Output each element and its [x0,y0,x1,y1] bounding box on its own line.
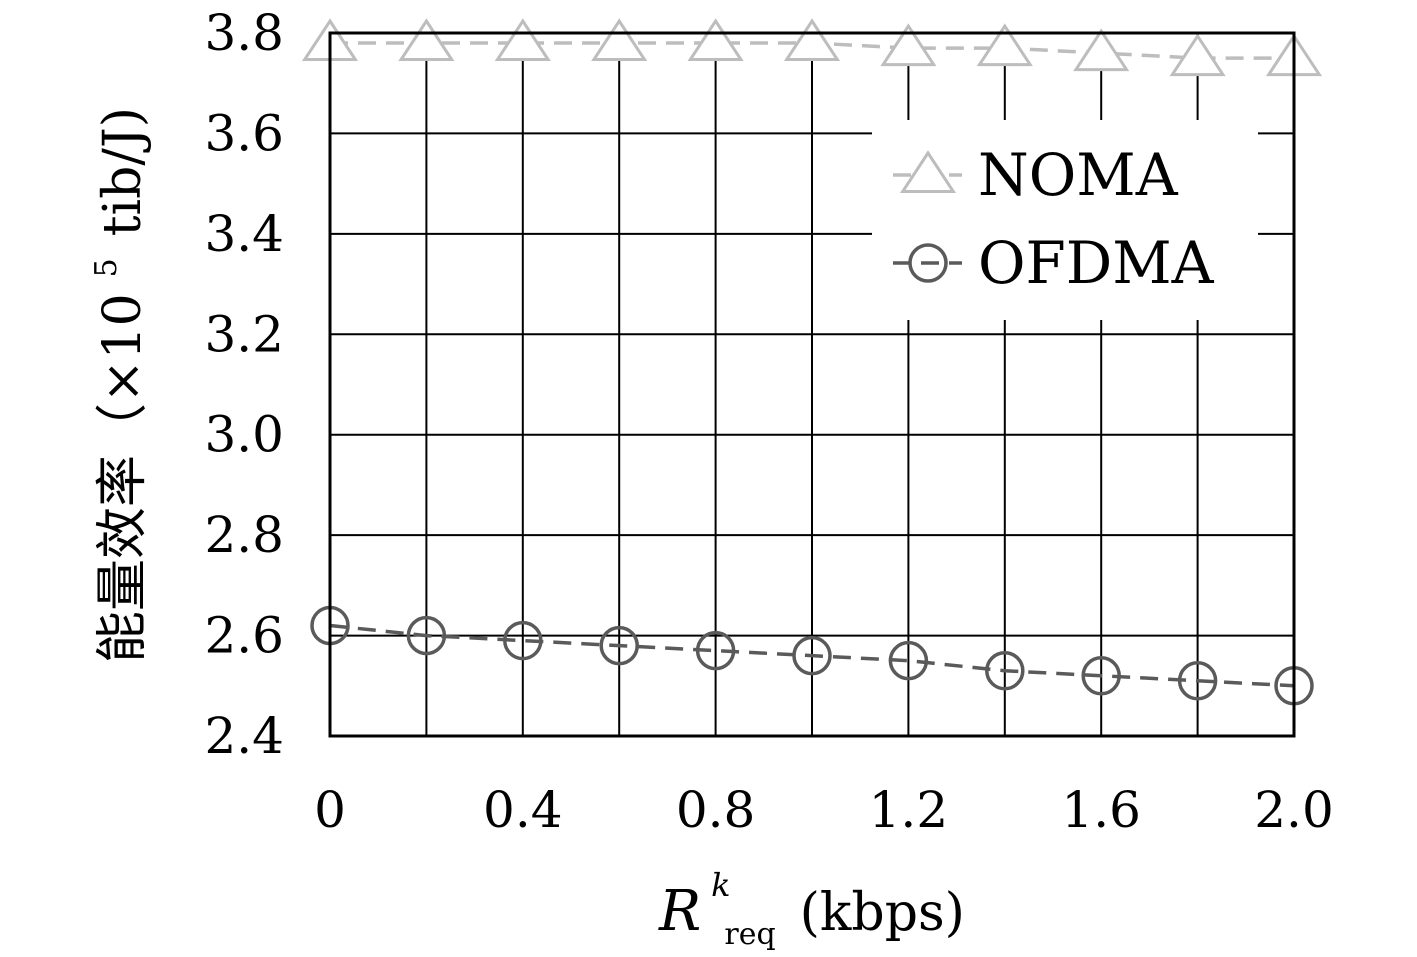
y-tick-label: 3.8 [204,4,284,62]
point-ofdma [599,625,639,666]
point-noma [591,18,648,62]
point-ofdma [888,640,929,681]
point-noma [1073,28,1130,72]
x-axis-label-sub: req [724,917,775,952]
y-tick-label: 3.4 [204,205,284,263]
x-tick-label: 0 [314,781,346,839]
x-axis-label-unit: (kbps) [800,883,965,943]
y-axis-label-sup: 5 [89,258,124,277]
x-tick-label: 0.8 [676,781,756,839]
point-ofdma [406,615,447,656]
y-tick-label: 2.4 [204,707,284,765]
x-tick-label: 0.4 [483,781,563,839]
series-line-ofdma [329,623,1295,688]
x-axis-label-main: R [658,879,701,944]
series-layer [301,18,1323,706]
y-tick-label: 2.8 [204,506,284,564]
y-tick-label: 2.6 [204,607,284,665]
x-axis-label: R k req (kbps) [658,850,965,956]
point-ofdma [985,650,1025,691]
point-noma [880,23,937,67]
y-axis-label: 能量效率（×10 5 tib/J) [70,107,153,663]
y-axis-label-unit: tib/J) [93,107,153,236]
x-tick-label: 1.6 [1061,781,1141,839]
point-noma [783,18,841,62]
point-ofdma [503,620,543,661]
y-tick-label: 3.0 [204,406,284,464]
point-ofdma [792,635,832,676]
point-ofdma [1177,661,1218,701]
point-noma [687,18,744,62]
ticks: 0 0.4 0.8 1.2 1.6 2.0 2.4 2.6 2.8 3.0 3.2 3.4 3.6 3.8 [204,4,1333,839]
point-noma [976,23,1033,67]
point-noma [494,18,551,62]
legend-label-noma: NOMA [978,141,1179,209]
legend-label-ofdma: OFDMA [978,229,1215,297]
y-tick-label: 3.6 [204,104,284,162]
legend-marker-noma [899,150,957,193]
y-tick-label: 3.2 [204,305,284,363]
point-ofdma [1081,655,1121,696]
legend: NOMA OFDMA [872,120,1258,320]
series-noma [301,18,1323,77]
x-tick-label: 1.2 [869,781,949,839]
y-axis-label-main: 能量效率（×10 [93,293,153,663]
point-noma [398,18,455,62]
legend-marker-ofdma [908,243,948,283]
legend-box [872,120,1258,320]
point-noma [1169,33,1226,77]
x-tick-label: 2.0 [1254,781,1334,839]
x-axis-label-sup: k [711,866,730,904]
plot-frame [328,31,1296,738]
point-ofdma [695,630,736,671]
